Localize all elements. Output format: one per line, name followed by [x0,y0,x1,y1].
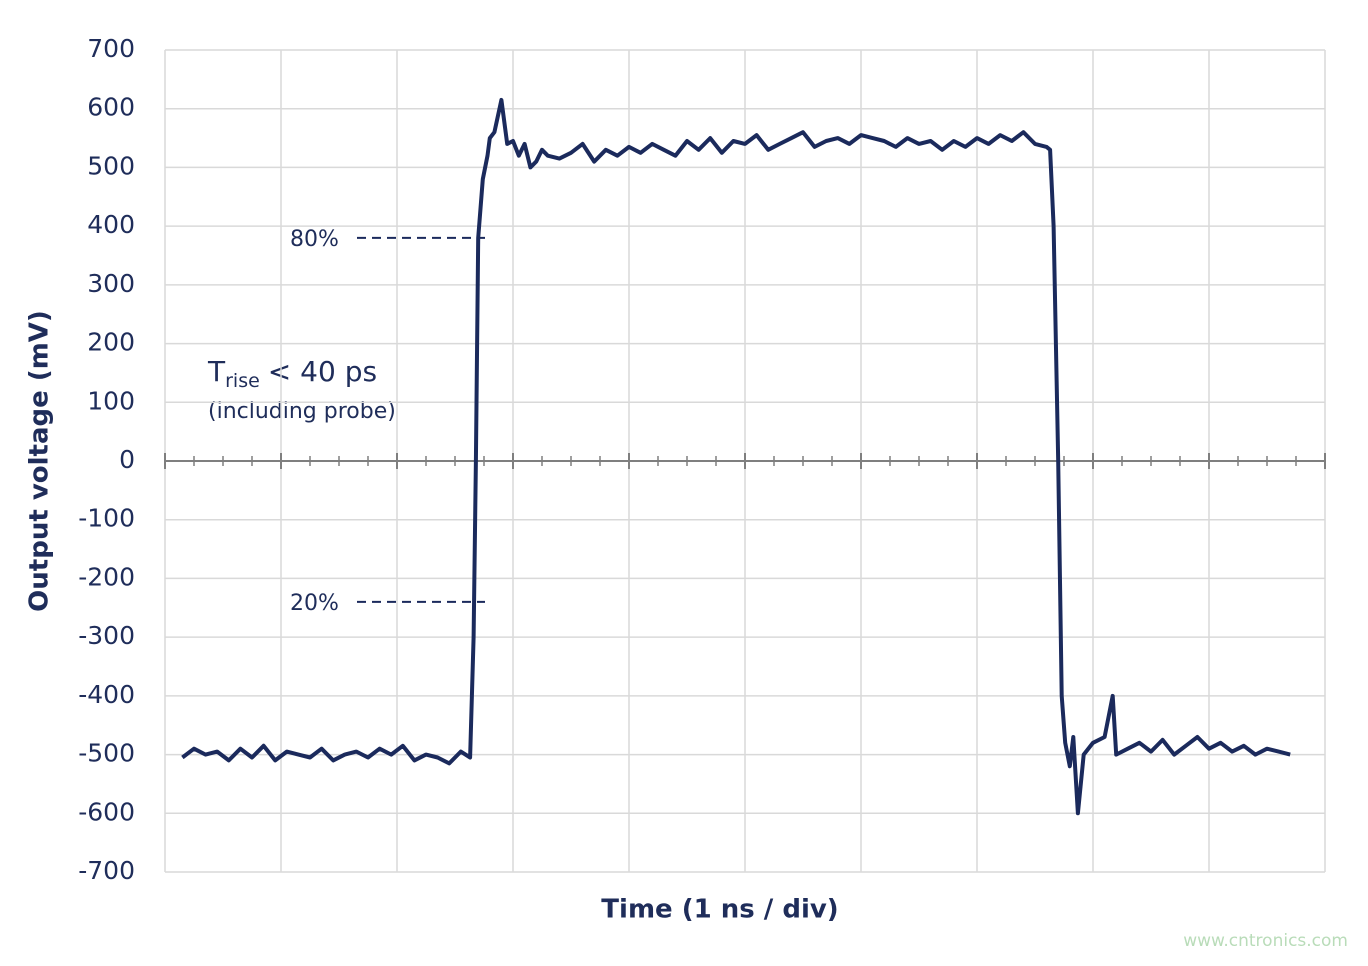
y-tick-label: 300 [87,269,135,298]
y-tick-label: -400 [78,680,135,709]
y-tick-label: 600 [87,93,135,122]
y-tick-label: 200 [87,328,135,357]
y-tick-label: -100 [78,504,135,533]
x-axis-label: Time (1 ns / div) [601,895,838,925]
annotation-label: 20% [290,591,339,616]
y-tick-label: 700 [87,34,135,63]
rise-symbol: T [207,355,226,388]
y-tick-label: 500 [87,151,135,180]
y-axis-label: Output voltage (mV) [25,310,55,612]
y-tick-label: -200 [78,562,135,591]
y-tick-label: -700 [78,856,135,885]
annotation-label: 80% [290,227,339,252]
rise-text: < 40 ps [268,355,377,388]
y-tick-label: -500 [78,739,135,768]
y-tick-label: -600 [78,797,135,826]
signal-line [181,97,1291,816]
y-tick-label: 400 [87,210,135,239]
y-tick-label: 0 [119,445,135,474]
watermark: www.cntronics.com [1183,931,1348,951]
y-tick-label: 100 [87,386,135,415]
rise-subnote: (including probe) [208,399,396,424]
rise-subscript: rise [225,370,260,392]
y-tick-label: -300 [78,621,135,650]
rise-note: Trise < 40 ps [207,355,377,392]
